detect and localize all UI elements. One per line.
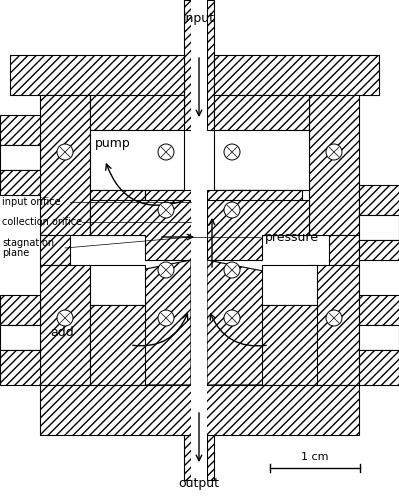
Text: plane: plane bbox=[2, 248, 29, 258]
Polygon shape bbox=[214, 190, 269, 235]
Polygon shape bbox=[0, 295, 40, 325]
Polygon shape bbox=[359, 350, 399, 385]
Polygon shape bbox=[309, 95, 359, 235]
Circle shape bbox=[158, 262, 174, 278]
Circle shape bbox=[224, 262, 240, 278]
Circle shape bbox=[224, 310, 240, 326]
Polygon shape bbox=[207, 200, 309, 260]
Text: pump: pump bbox=[95, 136, 131, 149]
Polygon shape bbox=[214, 95, 309, 130]
Polygon shape bbox=[40, 95, 90, 235]
Polygon shape bbox=[214, 130, 309, 190]
Text: output: output bbox=[178, 477, 219, 490]
Circle shape bbox=[326, 144, 342, 160]
Text: input orifice: input orifice bbox=[2, 197, 61, 207]
Polygon shape bbox=[191, 0, 207, 500]
Polygon shape bbox=[262, 265, 317, 305]
Polygon shape bbox=[207, 385, 214, 480]
Polygon shape bbox=[0, 170, 40, 195]
Polygon shape bbox=[359, 185, 399, 215]
Polygon shape bbox=[207, 260, 309, 385]
Polygon shape bbox=[207, 0, 214, 130]
Polygon shape bbox=[90, 130, 184, 190]
Polygon shape bbox=[145, 190, 191, 235]
Text: pressure: pressure bbox=[265, 230, 319, 243]
Circle shape bbox=[158, 310, 174, 326]
Text: collection orifice: collection orifice bbox=[2, 217, 82, 227]
Polygon shape bbox=[40, 385, 359, 435]
Polygon shape bbox=[214, 55, 379, 95]
Polygon shape bbox=[0, 145, 40, 170]
Circle shape bbox=[57, 310, 73, 326]
Polygon shape bbox=[90, 305, 145, 385]
Text: add: add bbox=[50, 326, 74, 338]
Polygon shape bbox=[0, 350, 40, 385]
Circle shape bbox=[224, 144, 240, 160]
Circle shape bbox=[326, 310, 342, 326]
Polygon shape bbox=[90, 95, 184, 130]
Polygon shape bbox=[0, 325, 40, 350]
Polygon shape bbox=[329, 235, 359, 265]
Polygon shape bbox=[10, 55, 184, 95]
Polygon shape bbox=[359, 295, 399, 325]
Text: 1 cm: 1 cm bbox=[301, 452, 329, 462]
Circle shape bbox=[158, 144, 174, 160]
Text: input: input bbox=[183, 12, 215, 25]
Circle shape bbox=[57, 144, 73, 160]
Polygon shape bbox=[90, 200, 191, 260]
Polygon shape bbox=[40, 235, 70, 265]
Polygon shape bbox=[309, 265, 359, 385]
Polygon shape bbox=[262, 305, 317, 385]
Polygon shape bbox=[90, 265, 145, 305]
Polygon shape bbox=[90, 190, 145, 235]
Polygon shape bbox=[359, 325, 399, 350]
Circle shape bbox=[158, 202, 174, 218]
Polygon shape bbox=[0, 115, 40, 145]
Polygon shape bbox=[40, 265, 90, 385]
Circle shape bbox=[224, 202, 240, 218]
Polygon shape bbox=[207, 190, 302, 235]
Polygon shape bbox=[90, 260, 191, 385]
Text: stagnation: stagnation bbox=[2, 238, 54, 248]
Polygon shape bbox=[184, 0, 191, 130]
Polygon shape bbox=[184, 385, 191, 480]
Polygon shape bbox=[359, 215, 399, 240]
Polygon shape bbox=[359, 240, 399, 260]
